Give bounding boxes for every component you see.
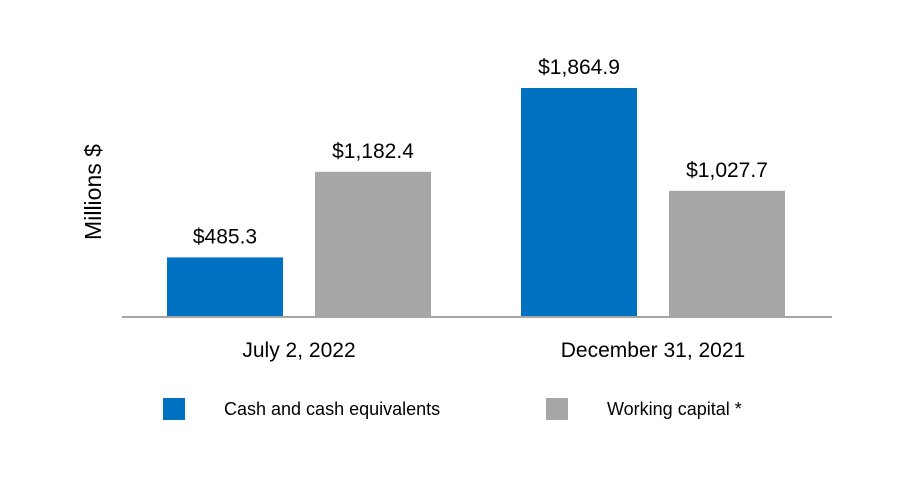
y-axis-label: Millions $ [80, 144, 106, 240]
legend-label-working-capital: Working capital * [607, 398, 742, 419]
bars-group: $485.3 $1,182.4 $1,864.9 $1,027.7 [167, 56, 785, 317]
category-labels: July 2, 2022 December 31, 2021 [242, 339, 745, 362]
legend: Cash and cash equivalents Working capita… [0, 398, 900, 424]
legend-item-cash: Cash and cash equivalents [163, 398, 440, 420]
data-label-cash-and-cash-equivalents-december-31-2021: $1,864.9 [538, 56, 620, 79]
legend-swatch-cash [163, 398, 185, 420]
legend-item-working-capital: Working capital * [546, 398, 742, 420]
bar-working-capital-july-2-2022 [315, 171, 431, 317]
bar-working-capital-december-31-2021 [669, 190, 785, 317]
category-label-december-31-2021: December 31, 2021 [561, 339, 745, 362]
legend-swatch-working-capital [546, 398, 568, 420]
category-label-july-2-2022: July 2, 2022 [242, 339, 355, 362]
bar-cash-and-cash-equivalents-july-2-2022 [167, 257, 283, 317]
data-label-working-capital-july-2-2022: $1,182.4 [332, 140, 414, 163]
bar-cash-and-cash-equivalents-december-31-2021 [521, 88, 637, 317]
data-label-cash-and-cash-equivalents-july-2-2022: $485.3 [193, 225, 257, 248]
legend-label-cash: Cash and cash equivalents [224, 398, 441, 419]
data-label-working-capital-december-31-2021: $1,027.7 [686, 159, 768, 182]
